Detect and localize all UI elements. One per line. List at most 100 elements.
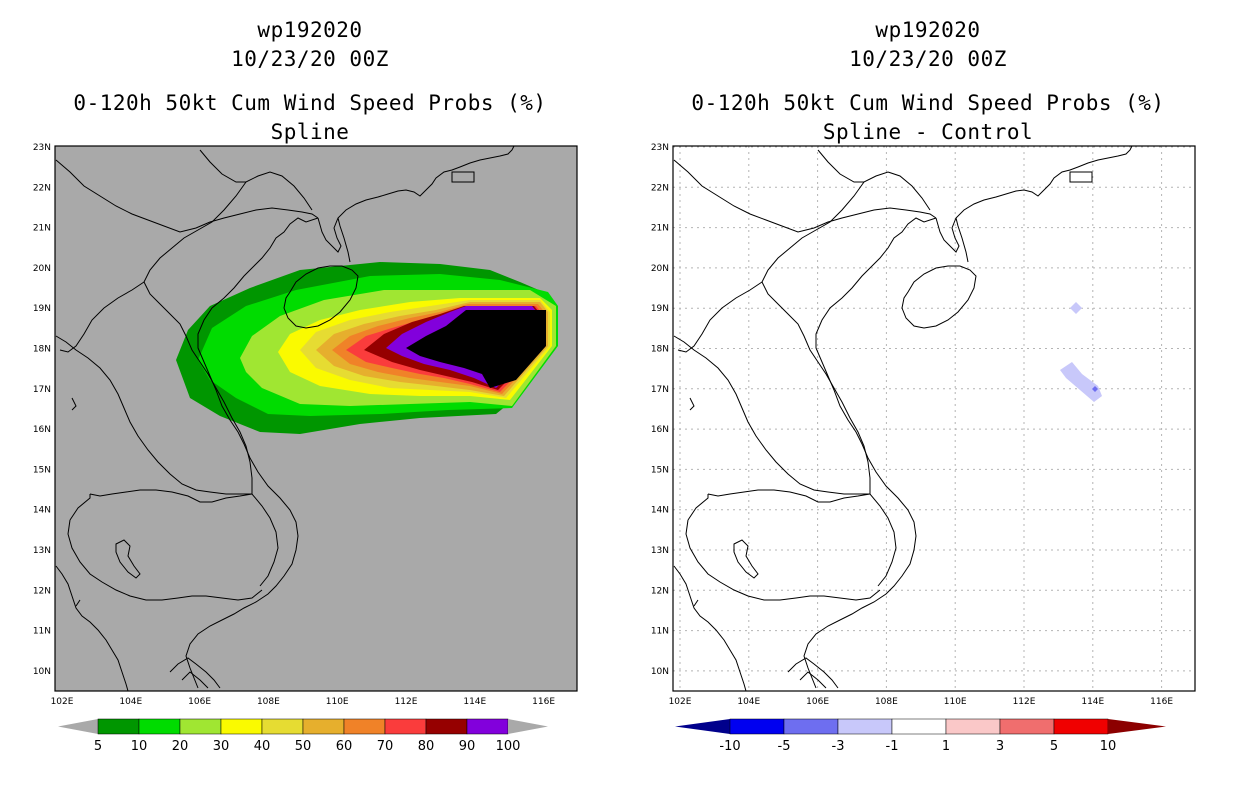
lat-label-21N: 21N xyxy=(651,224,669,234)
colorbar-swatch xyxy=(384,718,427,735)
lat-label-20N: 20N xyxy=(651,264,669,274)
lat-label-15N: 15N xyxy=(651,465,669,475)
lat-label-23N: 23N xyxy=(33,143,51,153)
colorbar-swatch xyxy=(261,718,304,735)
lon-label-106E: 106E xyxy=(188,697,211,707)
lon-label-104E: 104E xyxy=(737,697,760,707)
left-map-panel: 23N 22N 21N 20N 19N 18N 17N 16N 15N 14N 13N 12N 11N 1… xyxy=(33,143,578,707)
lat-label-23N: 23N xyxy=(651,143,669,153)
lon-label-112E: 112E xyxy=(1013,697,1036,707)
lon-label-102E: 102E xyxy=(51,697,74,707)
colorbar-swatch xyxy=(97,718,140,735)
left-map-frame xyxy=(54,145,578,692)
lat-label-17N: 17N xyxy=(651,385,669,395)
colorbar-label: -10 xyxy=(719,739,740,754)
lat-label-19N: 19N xyxy=(33,304,51,314)
lat-label-14N: 14N xyxy=(651,506,669,516)
colorbar-swatch xyxy=(138,718,181,735)
colorbar-label: 80 xyxy=(418,739,435,754)
lat-label-11N: 11N xyxy=(33,627,51,637)
colorbar-label: 60 xyxy=(336,739,353,754)
lat-label-21N: 21N xyxy=(33,224,51,234)
colorbar-label: -1 xyxy=(886,739,899,754)
lon-label-112E: 112E xyxy=(395,697,418,707)
lat-label-17N: 17N xyxy=(33,385,51,395)
colorbar-right-end xyxy=(1108,719,1166,734)
colorbar-swatch xyxy=(302,718,345,735)
left-storm-id: wp192020 xyxy=(257,18,363,42)
colorbar-label: 100 xyxy=(496,739,521,754)
colorbar-label: -5 xyxy=(778,739,791,754)
lon-label-110E: 110E xyxy=(326,697,349,707)
lat-label-16N: 16N xyxy=(33,425,51,435)
colorbar-swatch xyxy=(783,718,839,735)
right-map-panel: 23N 22N 21N 20N 19N 18N 17N 16N 15N 14N 13N 12N 11N 1… xyxy=(651,143,1196,707)
right-colorbar: -10 -5 -3 -1 1 3 5 10 xyxy=(675,718,1166,754)
colorbar-swatch xyxy=(837,718,893,735)
lon-label-116E: 116E xyxy=(532,697,555,707)
left-product-title: 0-120h 50kt Cum Wind Speed Probs (%) xyxy=(73,91,547,115)
colorbar-label: 20 xyxy=(172,739,189,754)
lat-label-15N: 15N xyxy=(33,465,51,475)
colorbar-swatch xyxy=(1053,718,1109,735)
lat-label-22N: 22N xyxy=(651,183,669,193)
lon-label-110E: 110E xyxy=(944,697,967,707)
colorbar-label: 10 xyxy=(1100,739,1117,754)
lat-label-18N: 18N xyxy=(33,345,51,355)
lat-label-13N: 13N xyxy=(33,546,51,556)
lat-label-12N: 12N xyxy=(651,586,669,596)
colorbar-swatch xyxy=(343,718,386,735)
colorbar-swatch xyxy=(999,718,1055,735)
diff-marker xyxy=(1092,386,1098,392)
lat-label-13N: 13N xyxy=(651,546,669,556)
colorbar-swatch xyxy=(425,718,468,735)
colorbar-label: 70 xyxy=(377,739,394,754)
lat-label-16N: 16N xyxy=(651,425,669,435)
lon-label-102E: 102E xyxy=(669,697,692,707)
colorbar-left-end xyxy=(675,719,730,734)
lat-label-14N: 14N xyxy=(33,506,51,516)
lat-label-18N: 18N xyxy=(651,345,669,355)
lat-label-19N: 19N xyxy=(651,304,669,314)
lat-label-22N: 22N xyxy=(33,183,51,193)
lon-label-108E: 108E xyxy=(257,697,280,707)
colorbar-label: 1 xyxy=(942,739,950,754)
lat-label-10N: 10N xyxy=(651,667,669,677)
right-gridlines xyxy=(673,146,1195,691)
colorbar-swatch xyxy=(179,718,222,735)
colorbar-label: 40 xyxy=(254,739,271,754)
colorbar-label: 5 xyxy=(1050,739,1058,754)
lat-label-10N: 10N xyxy=(33,667,51,677)
lat-label-12N: 12N xyxy=(33,586,51,596)
colorbar-left-end xyxy=(58,719,98,734)
colorbar-label: 5 xyxy=(94,739,102,754)
left-datetime: 10/23/20 00Z xyxy=(231,47,389,71)
lon-label-114E: 114E xyxy=(1081,697,1104,707)
lat-label-20N: 20N xyxy=(33,264,51,274)
diff-patch-north xyxy=(1070,302,1082,314)
lat-label-11N: 11N xyxy=(651,627,669,637)
colorbar-label: -3 xyxy=(832,739,845,754)
colorbar-label: 90 xyxy=(459,739,476,754)
left-colorbar: 5 10 20 30 40 50 60 70 80 90 100 xyxy=(58,718,548,754)
left-subtitle: Spline xyxy=(270,120,350,144)
colorbar-label: 3 xyxy=(996,739,1004,754)
colorbar-swatch xyxy=(466,718,509,735)
lon-label-114E: 114E xyxy=(463,697,486,707)
left-lat-labels: 23N 22N 21N 20N 19N 18N 17N 16N 15N 14N 13N 12N 11N 1… xyxy=(33,143,51,677)
diff-patch-south xyxy=(1060,362,1102,402)
colorbar-swatch xyxy=(220,718,263,735)
lon-label-106E: 106E xyxy=(806,697,829,707)
colorbar-label: 30 xyxy=(213,739,230,754)
right-product-title: 0-120h 50kt Cum Wind Speed Probs (%) xyxy=(691,91,1165,115)
right-map-background xyxy=(673,146,1195,691)
colorbar-swatch xyxy=(945,718,1001,735)
lon-label-116E: 116E xyxy=(1150,697,1173,707)
right-storm-id: wp192020 xyxy=(875,18,981,42)
prob-contour-100 xyxy=(406,310,546,388)
right-map-frame xyxy=(672,145,1196,692)
right-datetime: 10/23/20 00Z xyxy=(849,47,1007,71)
left-lon-labels: 102E 104E 106E 108E 110E 112E 114E 116E xyxy=(51,697,556,707)
lon-label-108E: 108E xyxy=(875,697,898,707)
colorbar-right-end xyxy=(508,719,548,734)
